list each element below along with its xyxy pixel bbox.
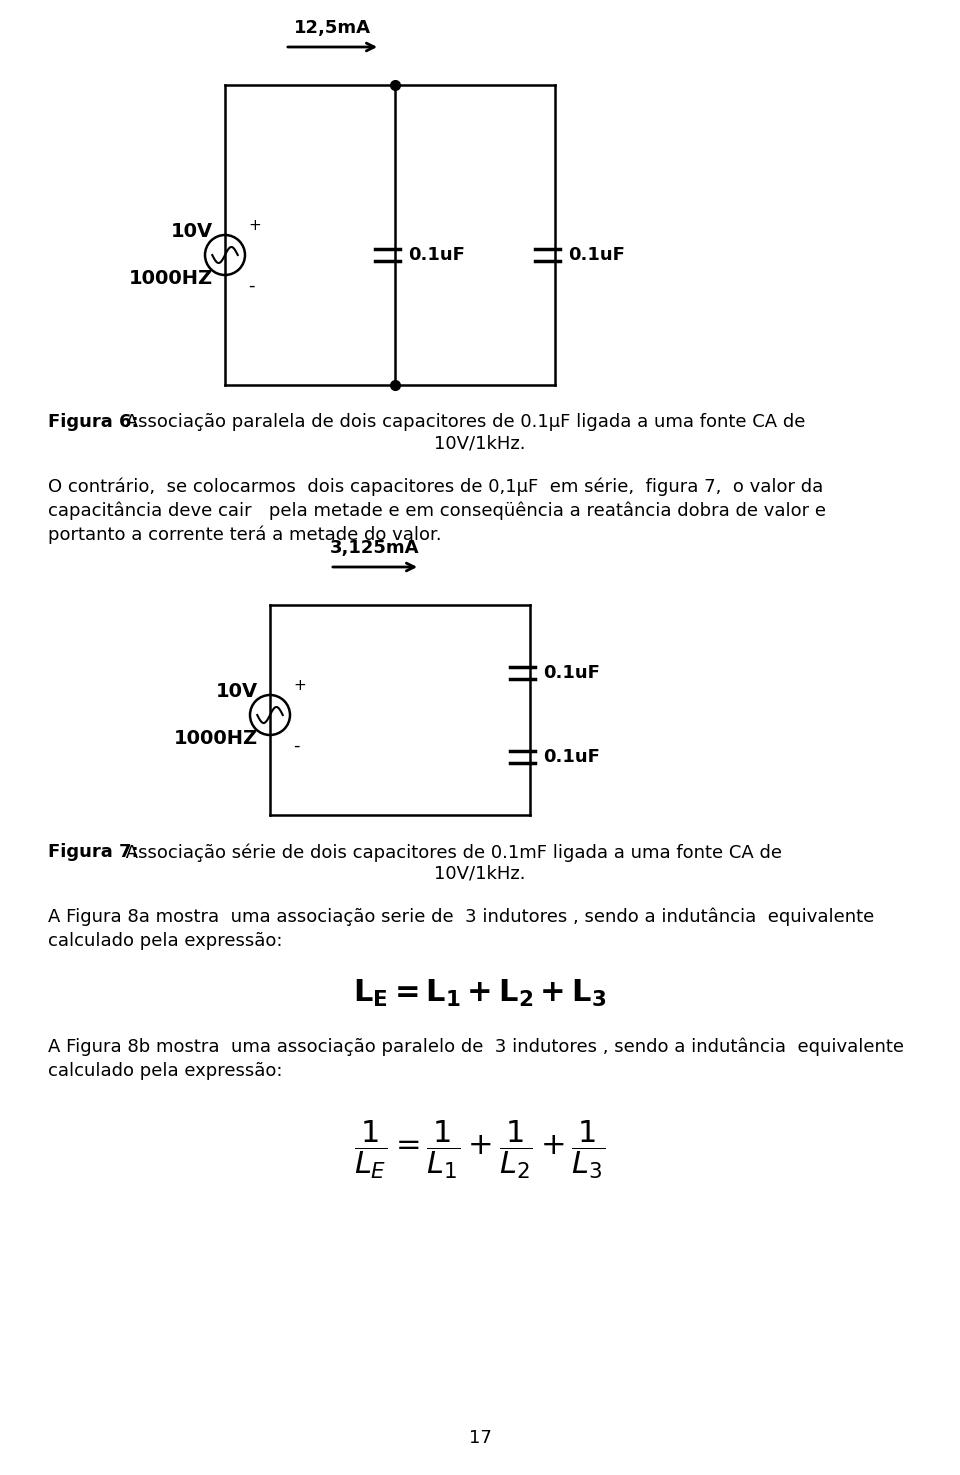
Text: 10V/1kHz.: 10V/1kHz.	[434, 864, 526, 884]
Text: 10V/1kHz.: 10V/1kHz.	[434, 435, 526, 453]
Text: A Figura 8a mostra  uma associação serie de  3 indutores , sendo a indutância  e: A Figura 8a mostra uma associação serie …	[48, 909, 875, 926]
Text: 10V: 10V	[216, 681, 258, 701]
Text: portanto a corrente terá a metade do valor.: portanto a corrente terá a metade do val…	[48, 527, 442, 544]
Text: $\mathbf{L_E = L_1 + L_2 + L_3}$: $\mathbf{L_E = L_1 + L_2 + L_3}$	[353, 978, 607, 1009]
Text: -: -	[293, 738, 300, 755]
Text: capacitância deve cair   pela metade e em conseqüência a reatância dobra de valo: capacitância deve cair pela metade e em …	[48, 502, 826, 521]
Text: Associação série de dois capacitores de 0.1mF ligada a uma fonte CA de: Associação série de dois capacitores de …	[120, 844, 782, 861]
Text: Figura 7:: Figura 7:	[48, 844, 138, 861]
Text: 10V: 10V	[171, 223, 213, 240]
Text: +: +	[248, 218, 261, 233]
Text: $\dfrac{1}{L_E} = \dfrac{1}{L_1} + \dfrac{1}{L_2} + \dfrac{1}{L_3}$: $\dfrac{1}{L_E} = \dfrac{1}{L_1} + \dfra…	[354, 1118, 606, 1180]
Text: 0.1uF: 0.1uF	[408, 246, 465, 264]
Text: 17: 17	[468, 1429, 492, 1447]
Text: +: +	[293, 678, 305, 693]
Text: calculado pela expressão:: calculado pela expressão:	[48, 1062, 282, 1080]
Text: A Figura 8b mostra  uma associação paralelo de  3 indutores , sendo a indutância: A Figura 8b mostra uma associação parale…	[48, 1038, 904, 1056]
Text: 0.1uF: 0.1uF	[543, 664, 600, 681]
Text: O contrário,  se colocarmos  dois capacitores de 0,1μF  em série,  figura 7,  o : O contrário, se colocarmos dois capacito…	[48, 478, 824, 497]
Text: calculado pela expressão:: calculado pela expressão:	[48, 932, 282, 950]
Text: 1000HZ: 1000HZ	[174, 729, 258, 748]
Text: 1000HZ: 1000HZ	[129, 268, 213, 288]
Text: 0.1uF: 0.1uF	[543, 748, 600, 766]
Text: Associação paralela de dois capacitores de 0.1μF ligada a uma fonte CA de: Associação paralela de dois capacitores …	[120, 413, 805, 431]
Text: 0.1uF: 0.1uF	[568, 246, 625, 264]
Text: 12,5mA: 12,5mA	[294, 19, 371, 37]
Text: 3,125mA: 3,125mA	[330, 538, 420, 558]
Text: Figura 6:: Figura 6:	[48, 413, 138, 431]
Text: -: -	[248, 277, 254, 295]
